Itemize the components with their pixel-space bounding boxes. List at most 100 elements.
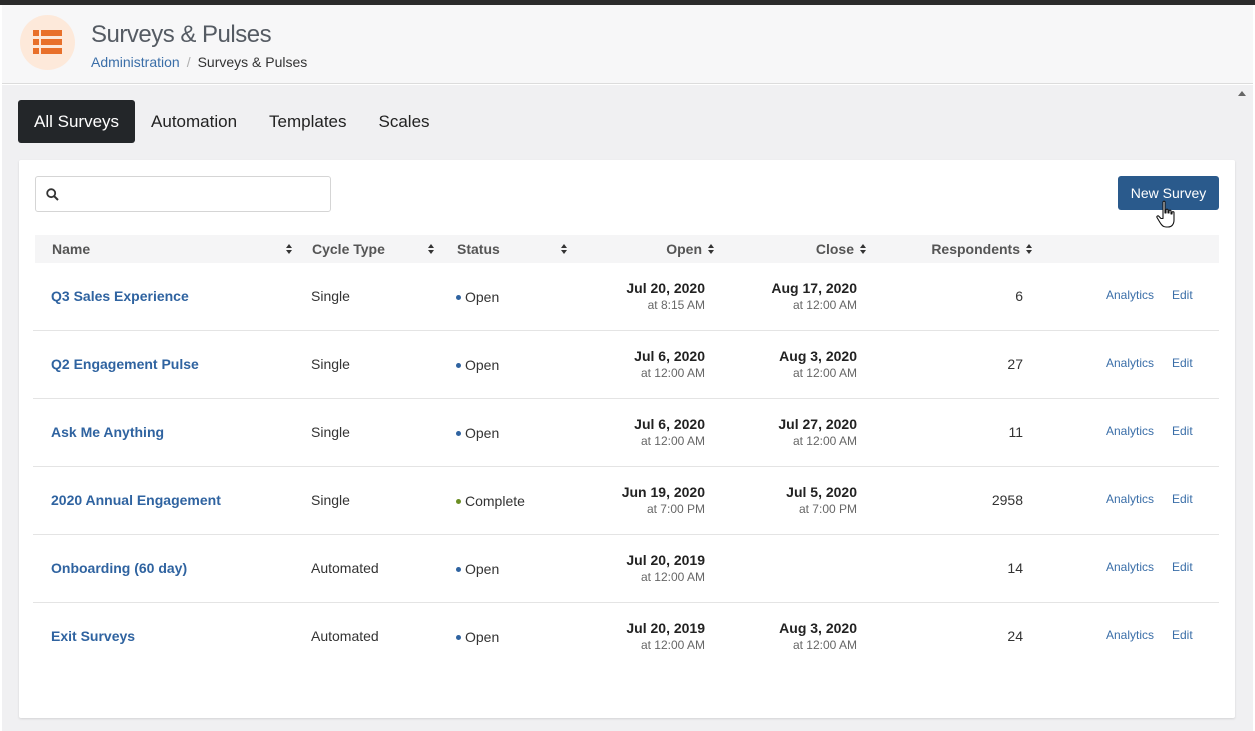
open-date-cell: Jul 6, 2020 at 12:00 AM xyxy=(634,416,705,448)
breadcrumb: Administration / Surveys & Pulses xyxy=(91,54,307,70)
open-date: Jul 6, 2020 xyxy=(634,348,705,364)
sort-icon xyxy=(1026,244,1033,254)
sort-icon xyxy=(708,244,715,254)
list-icon xyxy=(20,15,75,70)
close-time: at 12:00 AM xyxy=(792,298,857,312)
column-header-respondents[interactable]: Respondents xyxy=(905,235,1033,263)
status-label: Open xyxy=(465,425,500,441)
tab-all-surveys[interactable]: All Surveys xyxy=(18,100,136,143)
search-input[interactable] xyxy=(66,177,326,211)
open-time: at 12:00 AM xyxy=(640,638,705,652)
table-row: Ask Me Anything Single Open Jul 6, 2020 a… xyxy=(33,399,1219,467)
status-cell: Open xyxy=(456,561,499,577)
open-date-cell: Jul 6, 2020 at 12:00 AM xyxy=(634,348,705,380)
edit-link[interactable]: Edit xyxy=(1172,288,1193,302)
respondents-cell: 24 xyxy=(1007,628,1023,644)
table-header: Name Cycle Type Status Open Close Respon… xyxy=(35,235,1219,263)
surveys-card: New Survey Name Cycle Type Status Open C… xyxy=(19,160,1235,718)
close-date-cell: Aug 3, 2020 at 12:00 AM xyxy=(779,620,857,652)
status-dot-icon xyxy=(456,634,461,640)
column-header-close[interactable]: Close xyxy=(785,235,867,263)
edit-link[interactable]: Edit xyxy=(1172,628,1193,642)
breadcrumb-separator: / xyxy=(186,54,191,70)
table-row: Exit Surveys Automated Open Jul 20, 2019… xyxy=(33,603,1219,671)
open-date-cell: Jun 19, 2020 at 7:00 PM xyxy=(622,484,705,516)
scrollbar[interactable] xyxy=(1235,85,1253,731)
edit-link[interactable]: Edit xyxy=(1172,492,1193,506)
new-survey-button[interactable]: New Survey xyxy=(1118,176,1219,210)
tab-scales[interactable]: Scales xyxy=(378,111,430,131)
close-date: Aug 3, 2020 xyxy=(779,348,857,364)
close-time: at 12:00 AM xyxy=(792,638,857,652)
close-time: at 12:00 AM xyxy=(792,434,857,448)
table-row: Q2 Engagement Pulse Single Open Jul 6, 2… xyxy=(33,331,1219,399)
breadcrumb-current: Surveys & Pulses xyxy=(197,54,308,70)
column-header-name-label: Name xyxy=(52,241,91,257)
analytics-link[interactable]: Analytics xyxy=(1106,424,1155,438)
status-cell: Open xyxy=(456,629,499,645)
breadcrumb-administration-link[interactable]: Administration xyxy=(91,54,180,70)
cycle-type-cell: Single xyxy=(311,424,350,440)
status-dot-icon xyxy=(456,566,461,572)
cycle-type-cell: Automated xyxy=(311,628,379,644)
close-date-cell: Aug 3, 2020 at 12:00 AM xyxy=(779,348,857,380)
respondents-cell: 27 xyxy=(1007,356,1023,372)
edit-link[interactable]: Edit xyxy=(1172,560,1193,574)
column-header-open-label: Open xyxy=(666,241,702,257)
analytics-link[interactable]: Analytics xyxy=(1106,628,1155,642)
status-label: Complete xyxy=(465,493,525,509)
close-time: at 7:00 PM xyxy=(798,502,857,516)
survey-name-link[interactable]: 2020 Annual Engagement xyxy=(51,492,221,508)
status-label: Open xyxy=(465,629,500,645)
scroll-up-arrow-icon[interactable] xyxy=(1238,91,1246,96)
status-label: Open xyxy=(465,561,500,577)
column-header-name[interactable]: Name xyxy=(52,235,293,263)
open-date-cell: Jul 20, 2020 at 8:15 AM xyxy=(626,280,705,312)
status-dot-icon xyxy=(456,498,461,504)
open-date: Jul 20, 2020 xyxy=(626,280,705,296)
tab-bar: All Surveys Automation Templates Scales xyxy=(18,100,446,143)
sort-icon xyxy=(286,244,293,254)
cycle-type-cell: Single xyxy=(311,356,350,372)
cycle-type-cell: Single xyxy=(311,288,350,304)
table-row: 2020 Annual Engagement Single Complete J… xyxy=(33,467,1219,535)
open-date: Jul 20, 2019 xyxy=(626,620,705,636)
close-time: at 12:00 AM xyxy=(792,366,857,380)
open-time: at 12:00 AM xyxy=(640,570,705,584)
survey-name-link[interactable]: Exit Surveys xyxy=(51,628,136,644)
search-icon xyxy=(46,188,59,201)
column-header-status-label: Status xyxy=(457,241,500,257)
page-header: Surveys & Pulses Administration / Surveys … xyxy=(2,5,1253,84)
column-header-open[interactable]: Open xyxy=(635,235,715,263)
search-box xyxy=(35,176,331,212)
status-dot-icon xyxy=(456,294,461,300)
open-date-cell: Jul 20, 2019 at 12:00 AM xyxy=(626,552,705,584)
respondents-cell: 6 xyxy=(1015,288,1023,304)
analytics-link[interactable]: Analytics xyxy=(1106,492,1155,506)
edit-link[interactable]: Edit xyxy=(1172,424,1193,438)
open-time: at 8:15 AM xyxy=(647,298,705,312)
hand-cursor-icon xyxy=(1156,200,1175,228)
status-cell: Open xyxy=(456,425,499,441)
survey-name-link[interactable]: Q2 Engagement Pulse xyxy=(51,356,199,372)
analytics-link[interactable]: Analytics xyxy=(1106,288,1155,302)
column-header-respondents-label: Respondents xyxy=(931,241,1020,257)
survey-name-link[interactable]: Onboarding (60 day) xyxy=(51,560,188,576)
cycle-type-cell: Single xyxy=(311,492,350,508)
tab-templates[interactable]: Templates xyxy=(269,111,347,131)
open-date-cell: Jul 20, 2019 at 12:00 AM xyxy=(626,620,705,652)
survey-name-link[interactable]: Ask Me Anything xyxy=(51,424,165,440)
close-date: Aug 3, 2020 xyxy=(779,620,857,636)
column-header-status[interactable]: Status xyxy=(457,235,568,263)
survey-name-link[interactable]: Q3 Sales Experience xyxy=(51,288,189,304)
close-date: Jul 27, 2020 xyxy=(778,416,857,432)
tab-automation[interactable]: Automation xyxy=(151,111,238,131)
column-header-close-label: Close xyxy=(815,241,854,257)
close-date-cell: Jul 5, 2020 at 7:00 PM xyxy=(786,484,857,516)
close-date-cell: Jul 27, 2020 at 12:00 AM xyxy=(778,416,857,448)
column-header-cycle-type[interactable]: Cycle Type xyxy=(312,235,435,263)
analytics-link[interactable]: Analytics xyxy=(1106,560,1155,574)
analytics-link[interactable]: Analytics xyxy=(1106,356,1155,370)
edit-link[interactable]: Edit xyxy=(1172,356,1193,370)
open-date: Jun 19, 2020 xyxy=(621,484,705,500)
